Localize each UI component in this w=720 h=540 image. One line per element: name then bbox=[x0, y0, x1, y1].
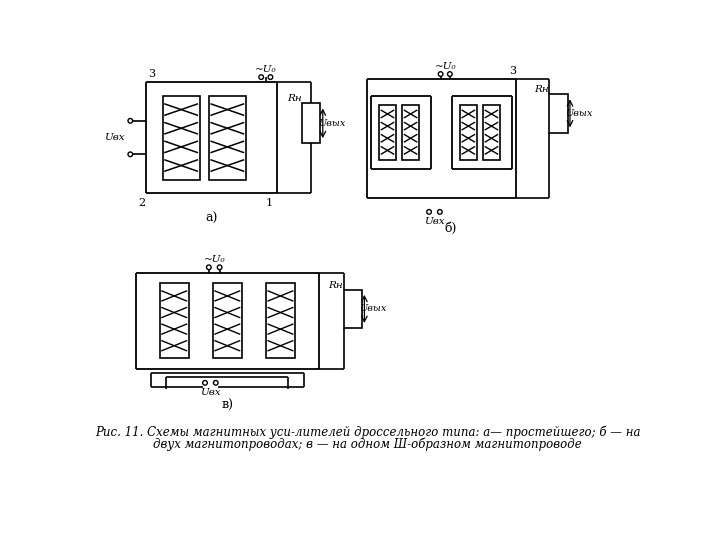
Bar bbox=[379, 105, 396, 159]
Text: Rн: Rн bbox=[328, 280, 343, 289]
Text: Uвх: Uвх bbox=[200, 388, 221, 397]
Bar bbox=[160, 284, 189, 358]
Bar bbox=[266, 284, 295, 358]
Text: б): б) bbox=[444, 222, 456, 235]
Text: ~U₀: ~U₀ bbox=[434, 62, 456, 71]
Circle shape bbox=[448, 72, 452, 76]
Text: ~U₀: ~U₀ bbox=[255, 65, 276, 74]
Bar bbox=[343, 289, 362, 328]
Text: 2: 2 bbox=[138, 198, 145, 207]
Text: двух магнитопроводах; в — на одном Ш-образном магнитопроводе: двух магнитопроводах; в — на одном Ш-обр… bbox=[153, 437, 582, 451]
Circle shape bbox=[203, 381, 207, 385]
Circle shape bbox=[217, 265, 222, 269]
Text: 3: 3 bbox=[148, 69, 156, 79]
Text: 3: 3 bbox=[508, 66, 516, 76]
Text: Uвх: Uвх bbox=[424, 218, 445, 226]
Bar bbox=[402, 105, 419, 159]
Bar bbox=[549, 94, 567, 132]
Text: Rн: Rн bbox=[534, 85, 549, 94]
Bar bbox=[212, 284, 242, 358]
Text: а): а) bbox=[205, 212, 217, 225]
Circle shape bbox=[259, 75, 264, 79]
Text: Uвых: Uвых bbox=[318, 119, 345, 128]
Circle shape bbox=[268, 75, 273, 79]
Bar bbox=[209, 96, 246, 179]
Text: Rн: Rн bbox=[287, 94, 302, 103]
Bar bbox=[302, 103, 320, 143]
Text: Uвых: Uвых bbox=[564, 109, 592, 118]
Circle shape bbox=[427, 210, 431, 214]
Circle shape bbox=[213, 381, 218, 385]
Text: в): в) bbox=[221, 400, 233, 413]
Text: ~U₀: ~U₀ bbox=[204, 255, 225, 264]
Circle shape bbox=[128, 152, 132, 157]
Bar bbox=[163, 96, 199, 179]
Circle shape bbox=[128, 118, 132, 123]
Circle shape bbox=[438, 210, 442, 214]
Circle shape bbox=[438, 72, 443, 76]
Text: Uвых: Uвых bbox=[359, 305, 387, 313]
Bar bbox=[483, 105, 500, 159]
Text: Рис. 11. Схемы магнитных уси-лителей дроссельного типа: а— простейшего; б — на: Рис. 11. Схемы магнитных уси-лителей дро… bbox=[95, 425, 640, 438]
Text: 1: 1 bbox=[266, 198, 272, 207]
Bar bbox=[460, 105, 477, 159]
Circle shape bbox=[207, 265, 211, 269]
Text: Uвх: Uвх bbox=[104, 133, 125, 142]
